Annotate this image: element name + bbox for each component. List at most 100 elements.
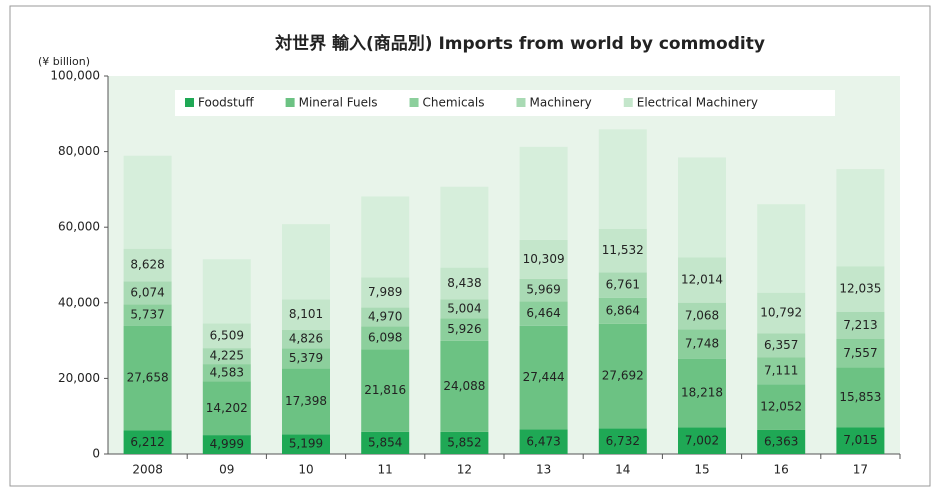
bar-segment	[836, 169, 885, 267]
y-tick-label: 100,000	[50, 69, 100, 83]
data-label: 5,199	[289, 437, 323, 451]
bar-segment	[123, 325, 172, 431]
bar-segment	[361, 431, 410, 454]
data-label: 27,444	[523, 370, 565, 384]
x-tick-label: 13	[536, 463, 551, 477]
data-label: 15,853	[839, 390, 881, 404]
x-tick-label: 17	[853, 463, 868, 477]
bar-segment	[678, 257, 726, 303]
data-label: 21,816	[364, 383, 406, 397]
bar-segment	[123, 155, 172, 249]
bar-segment	[519, 278, 568, 302]
data-label: 5,854	[368, 435, 402, 449]
bar-segment	[123, 304, 172, 326]
data-label: 4,225	[210, 349, 244, 363]
data-label: 7,213	[843, 318, 877, 332]
bar-segment	[202, 259, 251, 324]
data-label: 27,658	[127, 371, 169, 385]
data-label: 24,088	[443, 379, 485, 393]
bar-segment	[598, 129, 647, 229]
bar-segment	[282, 299, 330, 331]
bar-segment	[519, 239, 568, 279]
bar-segment	[440, 267, 489, 300]
bar-segment	[757, 384, 806, 430]
bar-segment	[598, 428, 647, 454]
bar-segment	[282, 330, 330, 349]
bar-segment	[678, 329, 726, 359]
data-label: 8,438	[447, 276, 481, 290]
x-tick-label: 15	[694, 463, 709, 477]
bar-segment	[678, 358, 726, 428]
x-tick-label: 14	[615, 463, 630, 477]
bar-segment	[598, 272, 647, 298]
data-label: 6,761	[606, 278, 640, 292]
data-label: 6,464	[526, 306, 560, 320]
data-label: 7,002	[685, 433, 719, 447]
legend-label: Mineral Fuels	[299, 96, 378, 110]
bar-segment	[440, 186, 489, 268]
legend-swatch	[623, 98, 633, 107]
bar-segment	[836, 311, 885, 339]
x-tick-label: 2008	[132, 463, 163, 477]
bar-segment	[123, 281, 172, 305]
bar-segment	[202, 381, 251, 436]
data-label: 4,999	[210, 437, 244, 451]
data-label: 7,068	[685, 309, 719, 323]
data-label: 5,004	[447, 301, 481, 315]
data-label: 6,473	[526, 434, 560, 448]
data-label: 10,792	[760, 306, 802, 320]
data-label: 6,864	[606, 303, 640, 317]
bar-segment	[361, 277, 410, 308]
data-label: 6,363	[764, 434, 798, 448]
data-label: 6,732	[606, 434, 640, 448]
legend-swatch	[285, 98, 295, 107]
data-label: 7,111	[764, 363, 798, 377]
data-label: 5,737	[130, 308, 164, 322]
bar-segment	[440, 431, 489, 454]
bar-segment	[202, 364, 251, 382]
bar-segment	[836, 427, 885, 454]
bar-segment	[202, 435, 251, 454]
legend-label: Machinery	[529, 96, 591, 110]
bar-segment	[123, 248, 172, 282]
legend-label: Chemicals	[423, 96, 485, 110]
bar-segment	[440, 318, 489, 341]
bar-segment	[282, 368, 330, 435]
bar-segment	[361, 349, 410, 432]
bar-segment	[202, 348, 251, 365]
legend-box	[175, 90, 835, 116]
data-label: 7,989	[368, 285, 402, 299]
y-tick-label: 0	[92, 447, 100, 461]
bar-segment	[361, 307, 410, 327]
bar-segment	[202, 323, 251, 349]
legend-swatch	[185, 98, 194, 107]
bar-segment	[519, 301, 568, 326]
data-label: 7,015	[843, 433, 877, 447]
y-tick-label: 80,000	[58, 144, 100, 158]
bar-segment	[123, 430, 172, 454]
bar-segment	[757, 292, 806, 334]
data-label: 6,509	[210, 328, 244, 342]
data-label: 6,357	[764, 338, 798, 352]
chart-title: 対世界 輸入(商品別) Imports from world by commod…	[274, 33, 765, 54]
x-tick-label: 10	[298, 463, 313, 477]
bar-segment	[757, 204, 806, 293]
data-label: 18,218	[681, 386, 723, 400]
data-label: 5,969	[526, 283, 560, 297]
bar-segment	[361, 326, 410, 350]
bar-segment	[361, 196, 410, 278]
data-label: 17,398	[285, 394, 327, 408]
bar-segment	[678, 157, 726, 258]
bar-segment	[519, 325, 568, 430]
legend-label: Foodstuff	[198, 96, 254, 110]
y-axis-label: (¥ billion)	[38, 55, 90, 68]
x-tick-label: 11	[378, 463, 393, 477]
bar-segment	[598, 297, 647, 324]
data-label: 5,852	[447, 435, 481, 449]
data-label: 4,826	[289, 332, 323, 346]
bar-segment	[282, 434, 330, 454]
bar-segment	[836, 266, 885, 312]
y-tick-label: 40,000	[58, 295, 100, 309]
x-tick-label: 09	[219, 463, 234, 477]
